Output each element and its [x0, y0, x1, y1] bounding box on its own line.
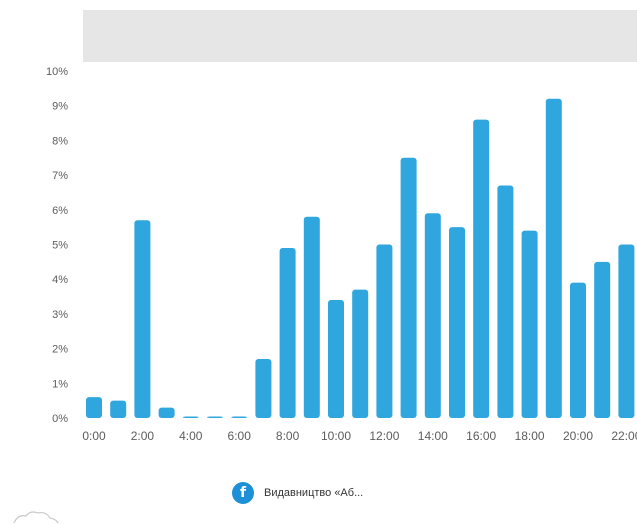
- facebook-icon: f: [232, 482, 254, 504]
- bar-1:00[interactable]: [110, 400, 127, 418]
- bar-9:00[interactable]: [303, 216, 320, 418]
- bar-11:00[interactable]: [352, 289, 369, 418]
- cloud-logo-icon: [13, 511, 59, 524]
- y-tick-label: 2%: [52, 344, 68, 356]
- x-tick-label: 4:00: [179, 429, 203, 443]
- bar-21:00[interactable]: [594, 261, 611, 418]
- x-tick-label: 8:00: [276, 429, 300, 443]
- bar-19:00[interactable]: [545, 98, 562, 418]
- bars: [86, 98, 635, 419]
- bar-15:00[interactable]: [449, 227, 465, 418]
- legend-label: Видавництво «Аб...: [264, 487, 364, 499]
- y-tick-label: 8%: [52, 135, 68, 147]
- bar-7:00[interactable]: [255, 359, 272, 418]
- y-tick-label: 3%: [52, 309, 68, 321]
- bar-5:00[interactable]: [207, 416, 223, 419]
- bar-20:00[interactable]: [570, 282, 586, 418]
- bar-6:00[interactable]: [231, 416, 248, 419]
- y-axis: 0% 1% 2% 3% 4% 5% 6% 7% 8% 9% 10%: [46, 66, 68, 425]
- bar-chart: 0% 1% 2% 3% 4% 5% 6% 7% 8% 9% 10% 0:00 2:00 4:00 6:00…: [46, 66, 637, 443]
- x-tick-label: 0:00: [82, 429, 106, 443]
- bar-22:00[interactable]: [618, 244, 635, 419]
- bar-14:00[interactable]: [424, 213, 441, 418]
- legend[interactable]: f Видавництво «Аб...: [232, 482, 363, 504]
- y-tick-label: 0%: [52, 413, 68, 425]
- x-tick-label: 22:00: [611, 429, 637, 443]
- x-tick-label: 2:00: [131, 429, 155, 443]
- y-tick-label: 4%: [52, 274, 68, 286]
- x-tick-label: 12:00: [369, 429, 399, 443]
- x-tick-label: 20:00: [563, 429, 593, 443]
- x-tick-label: 18:00: [515, 429, 545, 443]
- x-tick-label: 14:00: [418, 429, 448, 443]
- y-tick-label: 7%: [52, 170, 68, 182]
- x-tick-label: 10:00: [321, 429, 351, 443]
- bar-16:00[interactable]: [473, 119, 490, 418]
- top-banner: [83, 10, 637, 62]
- y-tick-label: 9%: [52, 101, 68, 113]
- bar-12:00[interactable]: [376, 244, 393, 419]
- y-tick-label: 10%: [46, 66, 68, 78]
- bar-3:00[interactable]: [158, 407, 175, 418]
- bar-13:00[interactable]: [400, 157, 417, 418]
- x-tick-label: 16:00: [466, 429, 496, 443]
- bar-18:00[interactable]: [521, 230, 538, 418]
- y-tick-label: 6%: [52, 205, 68, 217]
- bar-10:00[interactable]: [328, 300, 344, 418]
- bar-17:00[interactable]: [497, 185, 514, 418]
- y-tick-label: 5%: [52, 240, 68, 252]
- bar-4:00[interactable]: [182, 416, 199, 419]
- y-tick-label: 1%: [52, 378, 68, 390]
- x-tick-label: 6:00: [228, 429, 252, 443]
- x-axis: 0:00 2:00 4:00 6:00 8:00 10:00 12:00 14:00 16:00…: [82, 429, 637, 443]
- bar-0:00[interactable]: [86, 397, 102, 418]
- bar-8:00[interactable]: [279, 247, 296, 418]
- bar-2:00[interactable]: [134, 220, 151, 418]
